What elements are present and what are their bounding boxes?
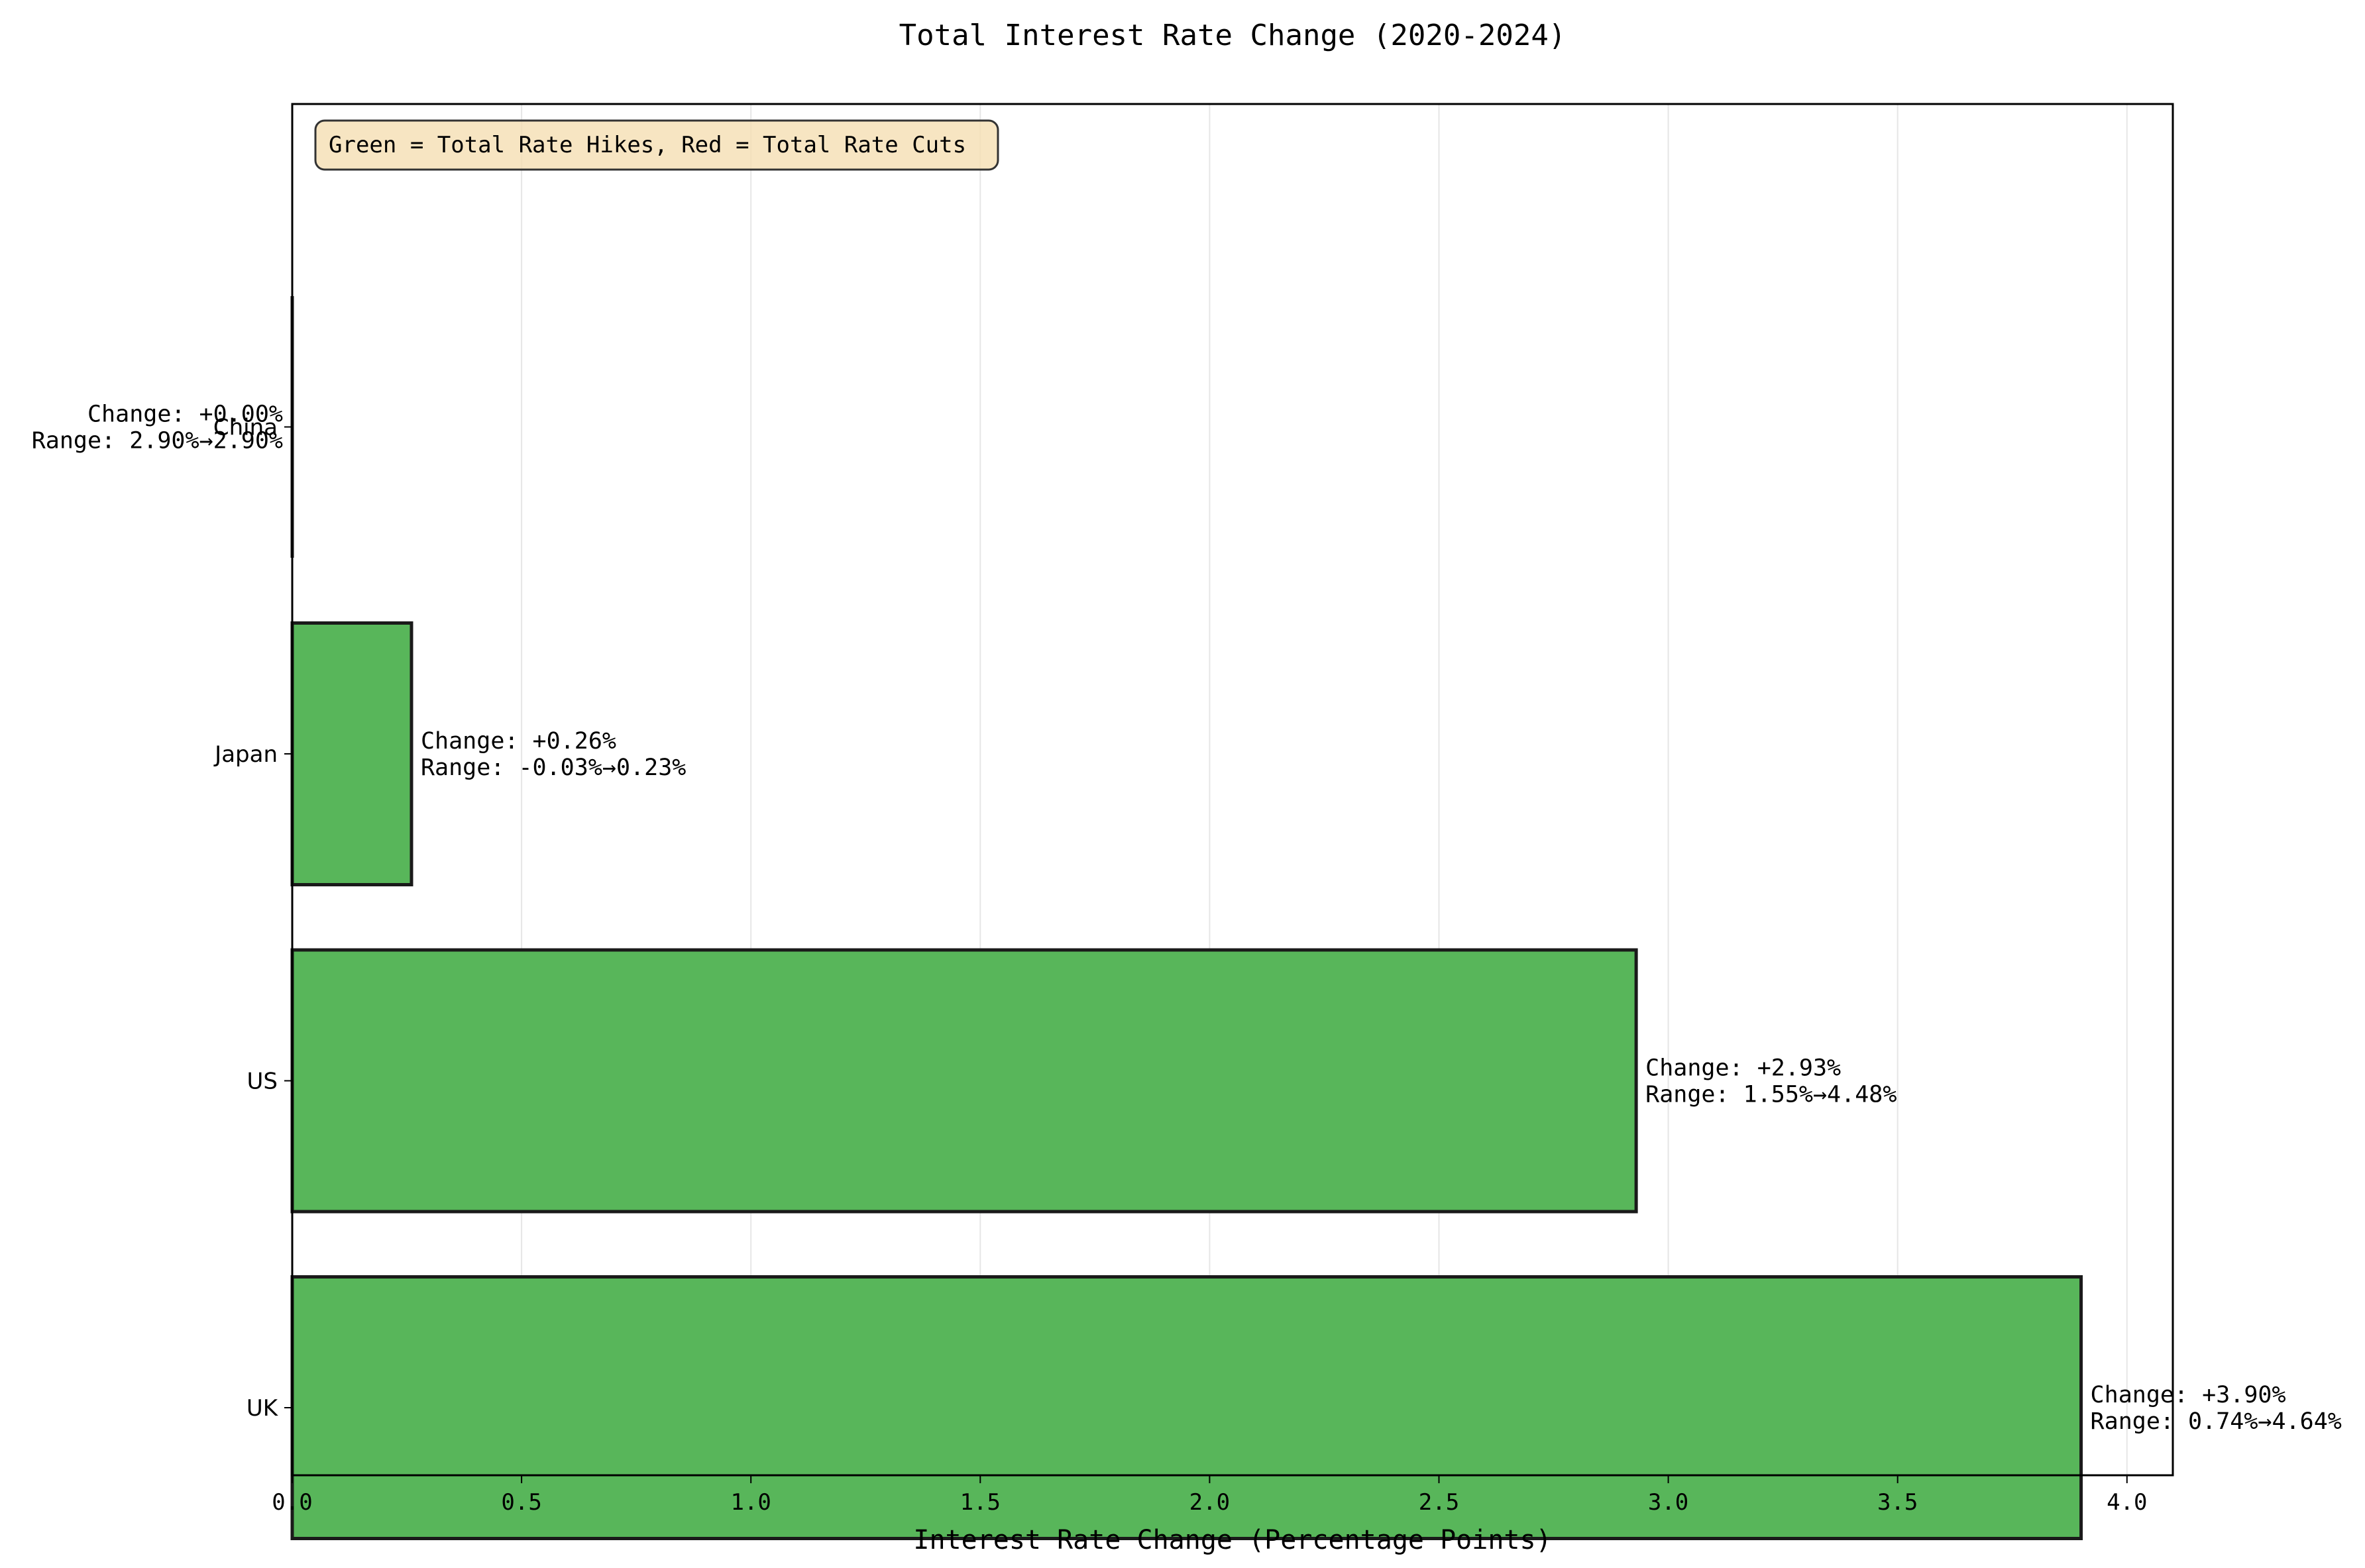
x-tick-label: 1.5 xyxy=(960,1489,1001,1516)
data-label: Range: 1.55%→4.48% xyxy=(1645,1082,1897,1108)
x-axis-ticks: 0.0 0.5 1.0 1.5 2.0 2.5 3.0 3.5 4.0 xyxy=(272,1475,2147,1516)
bar xyxy=(290,948,1638,1214)
plot-frame xyxy=(291,103,2174,1477)
y-tick-label: UK xyxy=(247,1395,279,1422)
data-label: Range: -0.03%→0.23% xyxy=(421,755,686,781)
x-tick-label: 2.0 xyxy=(1189,1489,1230,1516)
y-tick-label: China xyxy=(213,415,278,441)
x-axis-label: Interest Rate Change (Percentage Points) xyxy=(913,1525,1551,1555)
x-tick-label: 0.0 xyxy=(272,1489,312,1516)
y-tick-label: US xyxy=(247,1069,278,1095)
x-tick-label: 4.0 xyxy=(2107,1489,2147,1516)
data-labels: Change: +0.00%Range: 2.90%→2.90% Change: … xyxy=(32,401,2342,1436)
annotation-box: Green = Total Rate Hikes, Red = Total Ra… xyxy=(314,119,999,171)
data-label: Range: 0.74%→4.64% xyxy=(2091,1408,2342,1435)
data-label: Change: +0.26% xyxy=(421,728,616,755)
data-label: Change: +3.90% xyxy=(2091,1382,2286,1408)
bar xyxy=(290,1275,2083,1540)
x-tick-label: 0.5 xyxy=(501,1489,541,1516)
x-tick-label: 2.5 xyxy=(1419,1489,1459,1516)
x-tick-label: 1.0 xyxy=(730,1489,771,1516)
annotation-text: Green = Total Rate Hikes, Red = Total Ra… xyxy=(329,132,966,158)
x-tick-label: 3.0 xyxy=(1648,1489,1688,1516)
annotation-background xyxy=(314,119,999,171)
bar-group xyxy=(290,296,2083,1540)
y-tick-label: Japan xyxy=(213,741,278,768)
x-tick-label: 3.5 xyxy=(1877,1489,1918,1516)
data-label: Range: 2.90%→2.90% xyxy=(32,428,283,454)
data-label: Change: +0.00% xyxy=(87,401,283,428)
grid-lines xyxy=(292,104,2128,1475)
data-label: Change: +2.93% xyxy=(1645,1055,1841,1082)
bar xyxy=(290,621,413,886)
chart-title: Total Interest Rate Change (2020-2024) xyxy=(899,19,1567,52)
y-axis-ticks: China Japan US UK xyxy=(213,415,292,1422)
